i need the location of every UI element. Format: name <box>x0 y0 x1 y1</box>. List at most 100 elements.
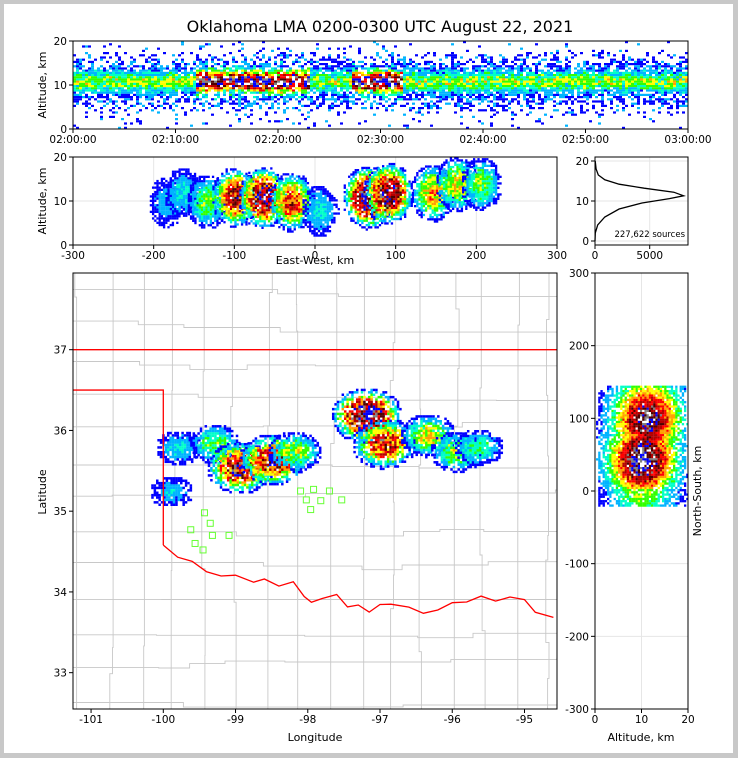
east-west-density-cell <box>171 172 175 176</box>
time-height-density-cell <box>616 78 619 81</box>
time-height-density-cell <box>331 65 334 68</box>
time-height-density-cell <box>361 85 364 88</box>
time-height-density-cell <box>112 65 115 68</box>
time-height-density-cell <box>100 100 103 103</box>
time-height-density-cell <box>496 82 499 85</box>
time-height-density-cell <box>382 91 385 94</box>
time-height-density-cell <box>208 71 211 74</box>
time-height-density-cell <box>133 76 136 79</box>
east-west-density-cell <box>232 179 235 182</box>
time-height-density-cell <box>199 69 202 72</box>
time-height-density-cell <box>328 104 331 107</box>
time-height-density-cell <box>301 78 304 81</box>
time-height-density-cell <box>376 85 379 88</box>
east-west-density-cell <box>214 226 217 229</box>
time-height-density-cell <box>625 82 628 85</box>
time-height-density-cell <box>490 80 493 83</box>
time-height-density-cell <box>517 58 520 61</box>
time-height-density-cell <box>544 98 547 101</box>
time-height-density-cell <box>325 98 328 101</box>
time-height-density-cell <box>334 78 337 81</box>
time-height-density-cell <box>667 80 670 83</box>
time-height-density-cell <box>145 80 148 83</box>
time-height-density-cell <box>322 78 325 81</box>
east-west-density-cell <box>222 204 226 207</box>
time-height-density-cell <box>262 47 265 50</box>
east-west-density-cell <box>227 177 231 180</box>
east-west-density-cell <box>225 194 228 197</box>
east-west-density-cell <box>174 172 177 176</box>
time-height-density-cell <box>142 93 145 96</box>
time-height-density-cell <box>166 96 169 99</box>
time-height-density-cell <box>406 91 409 94</box>
time-height-density-cell <box>151 102 154 105</box>
time-height-density-cell <box>127 93 130 96</box>
time-height-density-cell <box>118 78 121 81</box>
time-height-density-cell <box>112 111 115 114</box>
time-height-density-cell <box>271 87 274 90</box>
time-height-density-cell <box>109 65 112 68</box>
time-height-density-cell <box>559 65 562 68</box>
east-west-density-cell <box>160 208 164 211</box>
time-height-density-cell <box>166 85 169 88</box>
time-height-density-cell <box>376 74 379 77</box>
time-height-density-cell <box>475 65 478 68</box>
east-west-density-cell <box>232 194 235 197</box>
time-height-density-cell <box>337 67 340 70</box>
east-west-density-cell <box>194 213 197 216</box>
time-height-density-cell <box>586 60 589 63</box>
east-west-density-cell <box>169 179 172 182</box>
east-west-density-cell <box>216 224 219 227</box>
time-height-density-cell <box>685 85 688 88</box>
time-height-density-cell <box>478 91 481 94</box>
time-height-density-cell <box>277 71 280 74</box>
east-west-density-cell <box>251 216 255 219</box>
time-height-density-cell <box>241 69 244 72</box>
east-west-density-cell <box>200 184 204 187</box>
time-height-density-cell <box>127 74 130 77</box>
time-height-density-cell <box>256 80 259 83</box>
time-height-density-cell <box>253 80 256 83</box>
east-west-density-cell <box>207 186 210 189</box>
time-height-density-cell <box>241 47 244 50</box>
time-height-density-cell <box>541 82 544 85</box>
time-height-density-cell <box>565 76 568 79</box>
time-height-density-cell <box>682 91 685 94</box>
east-west-density-cell <box>209 202 212 205</box>
time-height-density-cell <box>331 89 334 92</box>
time-height-density-cell <box>313 80 316 83</box>
time-height-density-cell <box>475 96 478 99</box>
east-west-density-cell <box>218 201 222 204</box>
east-west-density-cell <box>209 184 212 187</box>
time-height-density-cell <box>517 93 520 96</box>
time-height-density-cell <box>295 80 298 83</box>
time-height-density-cell <box>118 76 121 79</box>
time-height-density-cell <box>547 63 550 66</box>
time-height-density-cell <box>511 118 514 121</box>
time-height-density-cell <box>151 104 154 107</box>
time-height-density-cell <box>535 82 538 85</box>
east-west-density-cell <box>240 214 244 217</box>
time-height-density-cell <box>286 82 289 85</box>
east-west-density-cell <box>241 193 244 196</box>
time-height-density-cell <box>403 58 406 61</box>
time-height-density-cell <box>85 100 88 103</box>
time-height-density-cell <box>478 93 481 96</box>
east-west-density-cell <box>174 208 177 211</box>
east-west-density-cell <box>167 194 170 198</box>
east-west-density-cell <box>248 189 251 192</box>
time-height-density-cell <box>487 89 490 92</box>
time-height-density-cell <box>331 107 334 110</box>
east-west-density-cell <box>214 217 217 220</box>
time-height-density-cell <box>538 76 541 79</box>
time-height-density-cell <box>271 76 274 79</box>
time-height-density-cell <box>85 69 88 72</box>
time-height-density-cell <box>598 74 601 77</box>
time-height-density-cell <box>514 78 517 81</box>
time-height-density-cell <box>133 82 136 85</box>
time-height-density-cell <box>649 118 652 121</box>
time-height-density-cell <box>586 93 589 96</box>
time-height-density-cell <box>76 60 79 63</box>
time-height-density-cell <box>229 76 232 79</box>
time-height-density-cell <box>367 87 370 90</box>
